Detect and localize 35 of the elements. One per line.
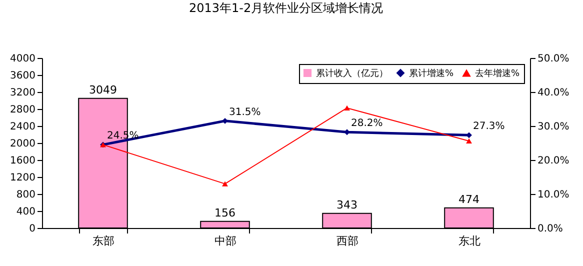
- y-tick-label: 1200: [10, 172, 36, 184]
- y-tick-label: 2400: [10, 122, 36, 132]
- legend-label: 累计收入（亿元）: [316, 68, 388, 79]
- y-tick-label: 3600: [10, 70, 36, 82]
- y2-tick-label: 10.0%: [538, 190, 570, 200]
- y-tick-label: 4000: [10, 54, 36, 64]
- y-tick-label: 400: [16, 206, 36, 218]
- legend-label: 去年增速%: [475, 68, 520, 80]
- point: [222, 181, 228, 186]
- y2-tick-label: 0.0%: [538, 224, 563, 234]
- y-tick-label: 2000: [10, 138, 36, 150]
- y-tick-label: 2800: [10, 104, 36, 116]
- y-tick-label: 1600: [10, 156, 36, 166]
- x-tick-label: 东部: [92, 234, 114, 248]
- point: [466, 138, 472, 144]
- data-label: 31.5%: [229, 106, 261, 118]
- data-label: 474: [458, 192, 480, 206]
- data-label: 27.3%: [473, 121, 505, 132]
- data-label: 3049: [89, 83, 117, 96]
- data-label: 156: [214, 206, 236, 220]
- y-tick-label: 3200: [10, 88, 36, 98]
- y-tick-label: 0: [29, 224, 36, 234]
- y2-tick-label: 50.0%: [538, 54, 570, 64]
- point: [344, 105, 350, 111]
- data-label: 343: [336, 198, 358, 212]
- y2-tick-label: 30.0%: [538, 122, 570, 132]
- y2-tick-label: 40.0%: [538, 88, 570, 98]
- y2-tick-label: 20.0%: [538, 156, 570, 166]
- x-tick-label: 西部: [336, 234, 358, 248]
- chart-title: 2013年1-2月软件业分区域增长情况: [188, 1, 384, 15]
- legend-label: 累计增速%: [409, 68, 454, 79]
- x-tick-label: 东北: [458, 234, 480, 248]
- data-label: 28.2%: [351, 118, 383, 130]
- x-tick-label: 中部: [214, 234, 236, 248]
- y-tick-label: 800: [16, 190, 36, 200]
